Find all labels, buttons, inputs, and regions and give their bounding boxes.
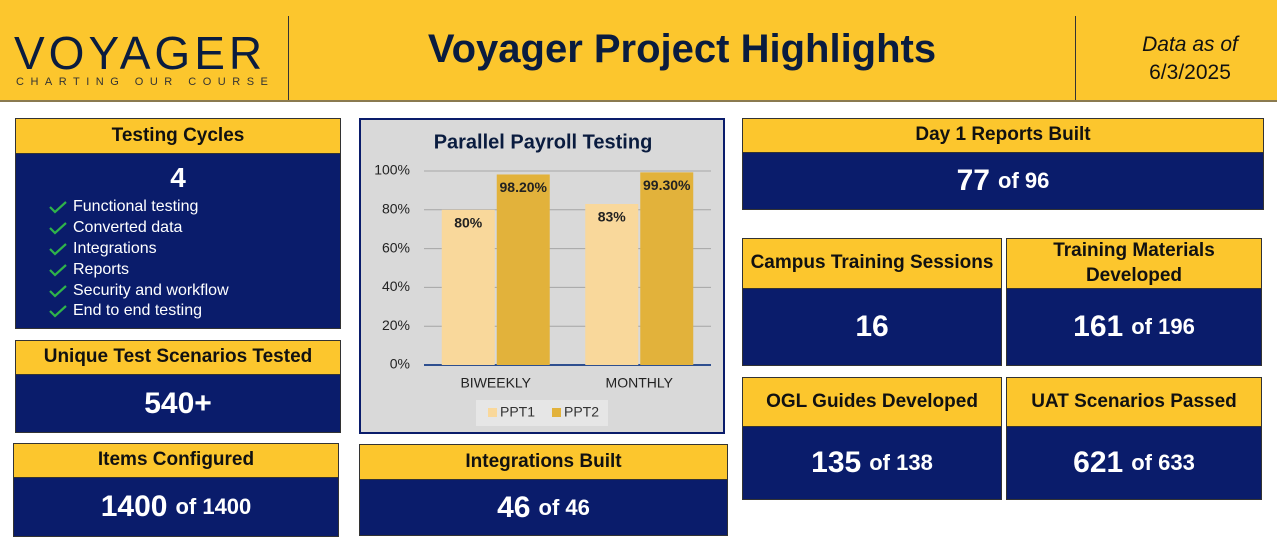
- check-item: Security and workflow: [48, 280, 340, 301]
- card-suffix: of 138: [869, 450, 933, 475]
- check-icon: [49, 263, 67, 277]
- date-label: Data as of: [1142, 33, 1238, 56]
- card: Day 1 Reports Built 77 of 96: [742, 118, 1264, 210]
- legend-box: [476, 400, 608, 426]
- card-title: Campus Training Sessions: [743, 239, 1001, 289]
- check-item: Functional testing: [48, 197, 340, 218]
- check-icon: [49, 222, 67, 235]
- card-value: 77: [956, 164, 990, 197]
- card: Training Materials Developed 161 of 196: [1006, 238, 1262, 366]
- check-icon: [49, 305, 67, 318]
- card-value: 540+: [144, 386, 212, 420]
- y-tick-label: 80%: [382, 201, 410, 217]
- card-value: 161: [1073, 310, 1124, 343]
- card-value-row: 135 of 138: [743, 427, 1001, 499]
- check-text: Functional testing: [73, 198, 199, 216]
- legend-label: PPT1: [500, 404, 535, 420]
- card-title: UAT Scenarios Passed: [1007, 378, 1261, 427]
- check-mark: [49, 243, 67, 256]
- check-item: Reports: [48, 259, 340, 280]
- card: UAT Scenarios Passed 621 of 633: [1006, 377, 1262, 500]
- x-tick-label: BIWEEKLY: [460, 375, 531, 391]
- bar: [640, 172, 694, 365]
- check-item: Converted data: [48, 218, 340, 239]
- card-value-row: 16: [743, 289, 1001, 365]
- value-label: 98.20%: [500, 179, 548, 195]
- tagline: CHARTING OUR COURSE: [16, 76, 275, 88]
- check-text: Integrations: [73, 239, 157, 257]
- check-mark: [49, 201, 67, 214]
- card: OGL Guides Developed 135 of 138: [742, 377, 1002, 500]
- y-tick-label: 0%: [390, 356, 410, 372]
- value-label: 83%: [598, 209, 627, 225]
- card-value-row: 621 of 633: [1007, 427, 1261, 499]
- checklist: Functional testing Converted data Integrat…: [48, 197, 340, 322]
- date: 6/3/2025: [1149, 61, 1231, 84]
- card-title: Day 1 Reports Built: [743, 119, 1263, 153]
- card: Campus Training Sessions 16: [742, 238, 1002, 366]
- card-title: Training Materials Developed: [1007, 239, 1261, 289]
- value-label: 80%: [454, 215, 483, 231]
- card-value: 4: [170, 162, 186, 193]
- chart-frame: Parallel Payroll Testing 0% 20% 40% 60% 80% 1…: [359, 118, 725, 434]
- card-suffix: of 1400: [175, 494, 252, 519]
- y-tick-label: 100%: [374, 162, 410, 178]
- card: Items Configured 1400 of 1400: [13, 443, 339, 537]
- legend-label: PPT2: [564, 404, 599, 420]
- check-mark: [49, 222, 67, 235]
- card: Unique Test Scenarios Tested 540+: [15, 340, 341, 433]
- bar: [441, 209, 495, 365]
- card-suffix: of 46: [538, 494, 590, 520]
- check-icon: [49, 201, 67, 214]
- y-tick-label: 20%: [382, 317, 410, 333]
- card-value-row: 46 of 46: [360, 480, 727, 535]
- title: Voyager Project Highlights: [427, 27, 937, 71]
- card-title: Unique Test Scenarios Tested: [16, 341, 340, 375]
- chart-title: Parallel Payroll Testing: [434, 131, 653, 153]
- legend-swatch: [552, 408, 561, 417]
- card-suffix: of 633: [1131, 450, 1195, 475]
- bar: [585, 203, 639, 365]
- check-icon: [49, 243, 67, 256]
- check-item: End to end testing: [48, 301, 340, 322]
- logo: VOYAGER: [14, 27, 267, 79]
- divider: [288, 16, 289, 100]
- x-tick-label: MONTHLY: [606, 375, 674, 391]
- bar: [496, 174, 550, 365]
- card-title: Testing Cycles: [16, 119, 340, 154]
- check-mark: [49, 305, 67, 318]
- card-title: Integrations Built: [360, 445, 727, 480]
- check-item: Integrations: [48, 239, 340, 260]
- y-tick-label: 40%: [382, 278, 410, 294]
- check-icon: [49, 284, 67, 298]
- card-value: 621: [1073, 446, 1124, 479]
- divider: [1075, 16, 1076, 100]
- card-value: 1400: [100, 490, 168, 523]
- check-mark: [49, 284, 67, 298]
- check-text: Reports: [73, 260, 130, 278]
- chart: Parallel Payroll Testing 0% 20% 40% 60% 80% 1…: [374, 131, 711, 426]
- card-title: Items Configured: [14, 444, 338, 478]
- card: Integrations Built 46 of 46: [359, 444, 728, 536]
- card-suffix: of 96: [998, 168, 1050, 193]
- card-value: 46: [497, 490, 531, 524]
- card-value-row: 161 of 196: [1007, 289, 1261, 365]
- card-value: 16: [855, 310, 889, 343]
- check-text: End to end testing: [73, 302, 202, 320]
- card-value: 135: [811, 446, 862, 479]
- card-title: OGL Guides Developed: [743, 378, 1001, 427]
- testing-cycles-card: Testing Cycles 4 Functional testing Conve…: [15, 118, 341, 329]
- card-suffix: of 196: [1131, 314, 1195, 339]
- header: VOYAGER CHARTING OUR COURSE Voyager Proj…: [0, 0, 1277, 102]
- y-tick-label: 60%: [382, 239, 410, 255]
- check-text: Security and workflow: [73, 281, 229, 299]
- value-label: 99.30%: [643, 177, 691, 193]
- card-value-row: 540+: [16, 375, 340, 432]
- card-value-row: 77 of 96: [743, 153, 1263, 209]
- check-text: Converted data: [73, 219, 183, 237]
- legend-swatch: [488, 408, 497, 417]
- check-mark: [49, 263, 67, 277]
- card-value-row: 1400 of 1400: [14, 478, 338, 536]
